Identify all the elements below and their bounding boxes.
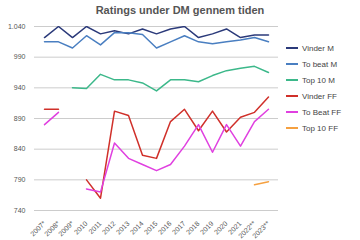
svg-text:2009*: 2009* (57, 219, 75, 237)
svg-text:2011: 2011 (87, 220, 103, 236)
html-text:Top 10 M: Top 10 M (302, 75, 335, 85)
svg-text:990: 990 (14, 53, 26, 60)
svg-text:2012: 2012 (101, 220, 117, 236)
html-text:Top 10 FF: Top 10 FF (302, 123, 338, 133)
svg-text:2020: 2020 (213, 220, 229, 236)
html-text:To beat M: To beat M (302, 59, 338, 69)
svg-text:940: 940 (14, 84, 26, 91)
svg-text:740: 740 (14, 207, 26, 214)
svg-text:790: 790 (14, 176, 26, 183)
html-text:To Beat FF: To Beat FF (302, 107, 342, 117)
html-text:Vinder M: Vinder M (302, 43, 334, 53)
html-text:Ratings under DM gennem tiden: Ratings under DM gennem tiden (95, 4, 265, 16)
svg-text:2019: 2019 (199, 220, 215, 236)
svg-text:2015: 2015 (143, 220, 159, 236)
svg-text:2014: 2014 (129, 220, 145, 236)
svg-text:2017: 2017 (171, 220, 187, 236)
svg-text:1.040: 1.040 (8, 23, 26, 30)
svg-text:2013: 2013 (115, 220, 131, 236)
svg-text:840: 840 (14, 145, 26, 152)
svg-text:2018: 2018 (185, 220, 201, 236)
svg-text:2022**: 2022** (237, 219, 257, 240)
html-text:Vinder FF: Vinder FF (302, 91, 337, 101)
svg-text:2021: 2021 (226, 219, 243, 236)
svg-text:2010: 2010 (73, 220, 89, 236)
svg-text:890: 890 (14, 115, 26, 122)
svg-text:2007*: 2007* (28, 219, 47, 238)
svg-text:2016: 2016 (157, 220, 173, 236)
svg-text:2023**: 2023** (251, 219, 271, 239)
svg-text:2008*: 2008* (42, 219, 61, 238)
